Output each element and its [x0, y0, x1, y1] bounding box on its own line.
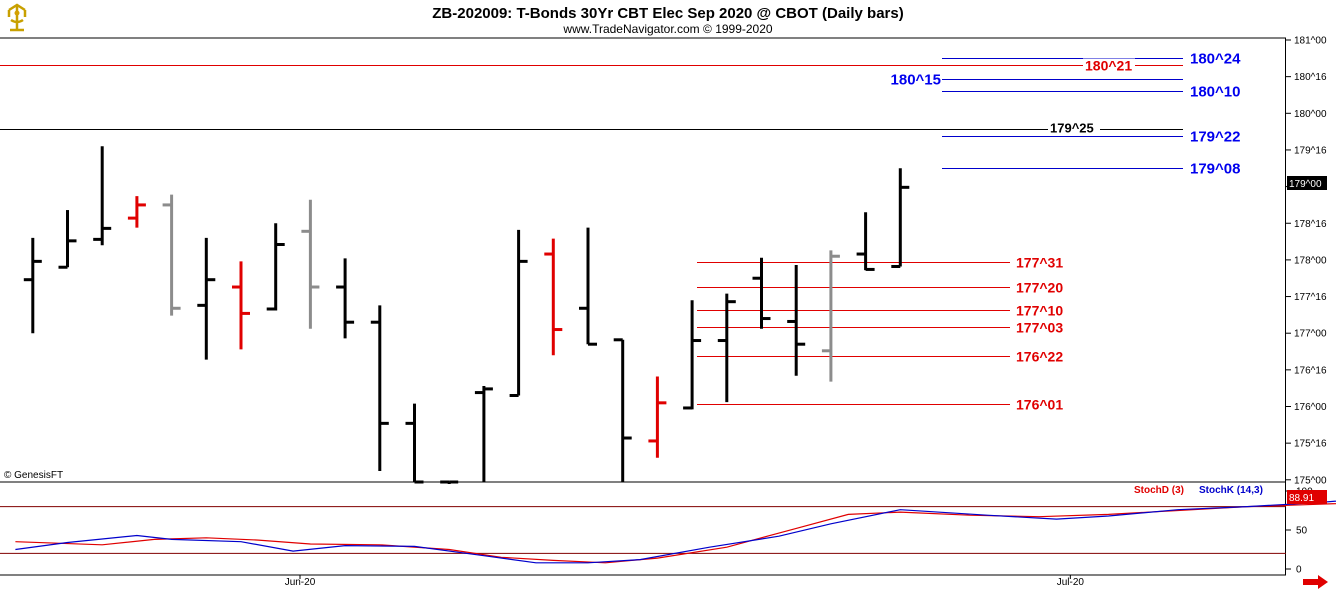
stoch-tick-label: 50: [1296, 526, 1308, 537]
price-tick-label: 177^16: [1294, 292, 1327, 303]
ohlc-bar: [787, 265, 806, 376]
time-tick-label: Jun-20: [285, 577, 316, 588]
watermark: © GenesisFT: [4, 470, 63, 481]
price-level-label: 177^31: [1016, 255, 1063, 271]
price-levels: 180^24 180^21 180^15 180^10 179^25 179^22 179^…: [0, 51, 1241, 413]
ohlc-bar: [405, 403, 424, 484]
ohlc-bar: [856, 212, 875, 271]
ohlc-bar: [509, 229, 528, 398]
price-level-label: 179^22: [1190, 129, 1240, 146]
chart-title: ZB-202009: T-Bonds 30Yr CBT Elec Sep 202…: [432, 5, 903, 22]
price-tick-label: 176^16: [1294, 365, 1327, 376]
time-tick-label: Jul-20: [1057, 577, 1085, 588]
price-level-label: 180^15: [891, 72, 941, 89]
ohlc-bar: [891, 168, 910, 268]
price-level-label: 179^25: [1050, 121, 1094, 136]
price-tick-label: 179^16: [1294, 145, 1327, 156]
ohlc-bar: [127, 196, 146, 228]
ohlc-bar: [266, 223, 285, 311]
ohlc-bar: [717, 293, 736, 403]
stoch-d-legend: StochD (3): [1134, 485, 1184, 496]
ohlc-bar: [821, 250, 840, 382]
price-tick-label: 176^00: [1294, 402, 1327, 413]
ohlc-bar: [752, 257, 771, 329]
chart-subtitle: www.TradeNavigator.com © 1999-2020: [562, 22, 772, 36]
price-tick-label: 181^00: [1294, 36, 1327, 47]
price-level-label: 179^08: [1190, 161, 1240, 178]
price-tick-label: 175^16: [1294, 439, 1327, 450]
ohlc-bar: [93, 146, 112, 246]
ohlc-bar: [197, 237, 216, 360]
price-tick-label: 180^00: [1294, 109, 1327, 120]
price-level-label-bg: [1083, 58, 1135, 73]
price-tick-label: 178^16: [1294, 219, 1327, 230]
price-level-label: 177^03: [1016, 320, 1063, 336]
ohlc-bar: [648, 376, 667, 458]
ohlc-bar: [370, 305, 389, 472]
ohlc-bar: [301, 199, 320, 329]
price-bars: [23, 146, 910, 484]
ohlc-bar: [474, 385, 493, 482]
price-level-label: 180^10: [1190, 84, 1240, 101]
ohlc-bar: [162, 194, 181, 316]
stochastic-panel: 100500: [0, 487, 1336, 576]
ohlc-bar: [683, 300, 702, 410]
trident-logo-icon[interactable]: [3, 3, 31, 32]
ohlc-bar: [336, 258, 355, 339]
price-level-label: 177^10: [1016, 303, 1063, 319]
ohlc-bar: [544, 238, 563, 356]
price-level-label: 180^21: [1085, 58, 1132, 74]
price-level-label: 176^22: [1016, 349, 1063, 365]
stoch-value-label: 88.91: [1289, 493, 1314, 504]
red-arrow-right-icon[interactable]: [1303, 575, 1328, 589]
price-tick-label: 178^00: [1294, 255, 1327, 266]
time-axis: Jun-20 Jul-20: [285, 575, 1085, 588]
current-price-label: 179^00: [1289, 179, 1322, 190]
ohlc-bar: [232, 261, 250, 350]
stoch-series-line: [15, 502, 1336, 564]
price-level-label: 176^01: [1016, 397, 1063, 413]
price-level-label: 177^20: [1016, 280, 1063, 296]
ohlc-bar: [58, 210, 77, 269]
ohlc-bar: [579, 227, 597, 346]
price-tick-label: 180^16: [1294, 72, 1327, 83]
stoch-series-line: [15, 500, 1336, 564]
ohlc-bar: [613, 338, 632, 482]
price-level-label: 180^24: [1190, 51, 1241, 68]
ohlc-bar: [440, 480, 459, 484]
stoch-k-legend: StochK (14,3): [1199, 485, 1263, 496]
price-level-label-bg: [1048, 122, 1100, 137]
ohlc-bar: [23, 237, 42, 334]
price-tick-label: 175^00: [1294, 475, 1327, 486]
price-tick-label: 177^00: [1294, 329, 1327, 340]
stoch-value-marker: 88.91: [1287, 490, 1327, 504]
stoch-tick-label: 0: [1296, 565, 1302, 576]
price-axis: 181^00 180^16 180^00 179^16 179^00 178^16 178^…: [1286, 36, 1327, 486]
current-price-marker: 179^00: [1287, 176, 1327, 190]
